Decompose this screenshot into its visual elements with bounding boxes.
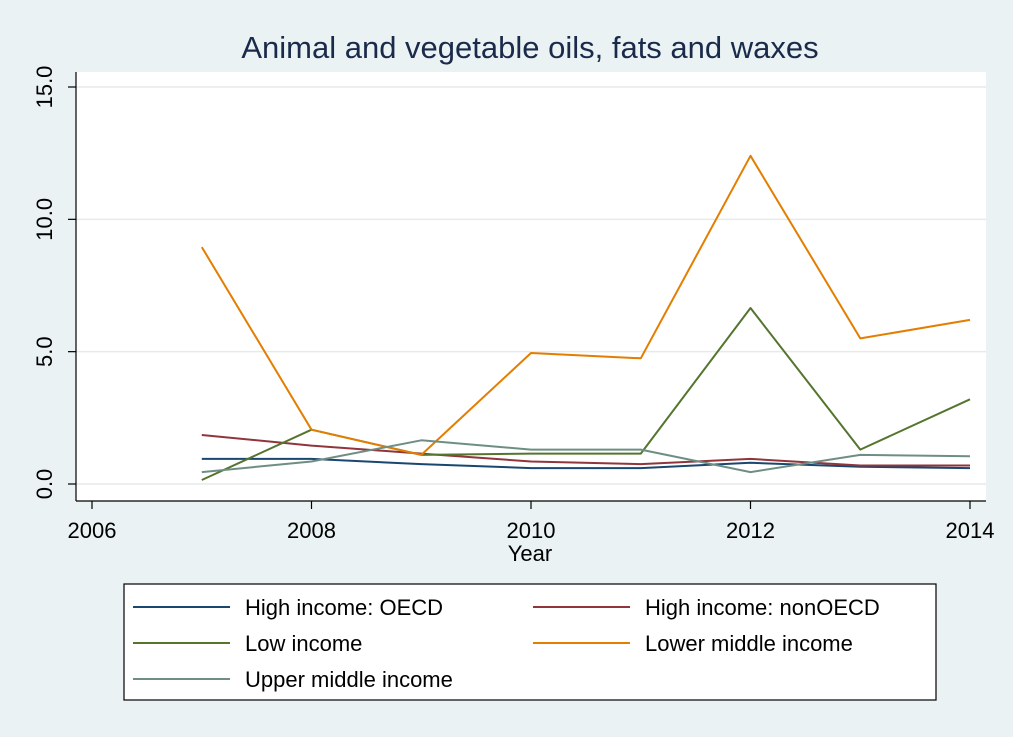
y-tick-label: 15.0 (32, 66, 57, 109)
legend-label: High income: OECD (245, 595, 443, 620)
series-lines (200, 154, 971, 481)
x-axis-ticks: 2006 2008 2010 2012 2014 (68, 501, 995, 543)
series-line-high-income-nonoecd (201, 434, 970, 467)
series-line-upper-middle-income (201, 439, 971, 474)
x-tick-label: 2014 (946, 518, 995, 543)
legend: High income: OECD High income: nonOECD Low… (133, 595, 880, 692)
y-tick-label: 0.0 (32, 469, 57, 500)
legend-label: Low income (245, 631, 362, 656)
x-axis-title: Year (508, 541, 552, 566)
y-tick-label: 10.0 (32, 198, 57, 241)
y-tick-label: 5.0 (32, 336, 57, 367)
legend-label: High income: nonOECD (645, 595, 880, 620)
legend-label: Lower middle income (645, 631, 853, 656)
legend-box (123, 583, 937, 701)
series-line-lower-middle-income (200, 154, 971, 456)
y-axis-ticks: 0.0 5.0 10.0 15.0 (32, 66, 76, 500)
plot-area (76, 72, 986, 501)
x-tick-label: 2006 (68, 518, 117, 543)
x-tick-label: 2012 (726, 518, 775, 543)
x-tick-label: 2008 (287, 518, 336, 543)
grid-lines (76, 86, 986, 485)
x-tick-label: 2010 (507, 518, 556, 543)
chart-title: Animal and vegetable oils, fats and waxe… (241, 30, 818, 65)
legend-label: Upper middle income (245, 667, 453, 692)
series-line-high-income-oecd (201, 457, 971, 470)
